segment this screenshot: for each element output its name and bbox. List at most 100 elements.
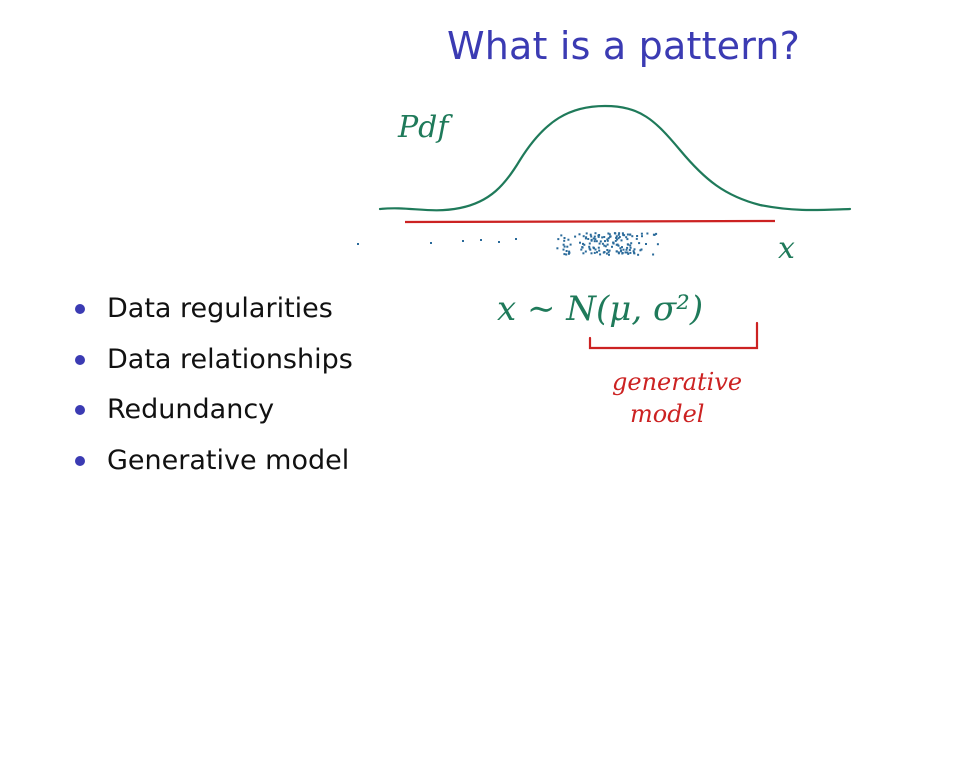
sample-point [603, 236, 606, 238]
sample-point [635, 237, 638, 240]
sample-point [646, 232, 649, 235]
sample-point [641, 235, 643, 238]
sample-point [498, 241, 500, 243]
sample-point [569, 243, 572, 246]
sample-point [597, 246, 600, 249]
sample-point [615, 250, 618, 253]
sample-point [655, 232, 658, 235]
sample-point [587, 238, 590, 240]
sample-point [608, 233, 611, 236]
sample-point [357, 243, 359, 245]
annotation-model: model [630, 400, 704, 428]
sample-point [607, 251, 610, 254]
bullet-item: Data relationships [75, 339, 353, 390]
sample-point [598, 242, 601, 245]
sample-point [604, 245, 607, 248]
sample-point [645, 243, 647, 245]
slide-title: What is a pattern? [446, 24, 801, 68]
sample-point [637, 253, 640, 256]
sample-point [462, 240, 464, 242]
sample-point [626, 246, 629, 249]
sample-point [622, 248, 625, 251]
sample-point [604, 240, 606, 243]
sample-point [615, 236, 618, 239]
sample-point [598, 249, 601, 252]
sample-point [596, 251, 598, 254]
sample-point [628, 249, 631, 251]
sample-point [656, 243, 659, 246]
sample-point [567, 238, 570, 241]
sample-point [578, 233, 581, 236]
axis-line [404, 219, 776, 224]
sample-point [619, 247, 622, 250]
sample-point [582, 252, 585, 255]
sample-point [603, 244, 606, 247]
sample-point [617, 244, 620, 247]
sample-point [480, 239, 482, 241]
sample-point [593, 240, 596, 243]
sample-point [590, 235, 593, 238]
sample-point [618, 232, 621, 235]
sample-point [625, 236, 628, 239]
sample-point [627, 252, 630, 255]
sample-point [605, 252, 608, 255]
annotation-generative: generative [612, 368, 742, 396]
sample-point [599, 240, 602, 243]
sample-point [593, 247, 595, 250]
sample-point [606, 243, 609, 246]
sample-point [606, 238, 609, 241]
sample-point [626, 243, 629, 246]
sample-point [633, 248, 636, 251]
sample-point [636, 235, 639, 237]
sample-point [563, 253, 566, 256]
sample-point [629, 233, 632, 236]
sample-point [629, 244, 632, 247]
sample-point [608, 253, 610, 256]
sample-point [631, 235, 634, 238]
sample-point [609, 235, 612, 238]
sample-point [597, 234, 600, 237]
sample-point [589, 248, 592, 251]
sample-point [626, 233, 629, 236]
sample-point [621, 252, 624, 254]
sample-point [588, 245, 591, 248]
sample-point [617, 252, 620, 255]
sample-point [618, 236, 621, 238]
sample-point [565, 250, 568, 252]
sample-point [595, 240, 598, 243]
sample-point [574, 235, 577, 238]
sample-point [653, 233, 656, 236]
sample-point [557, 238, 560, 241]
pdf-label: Pdf [397, 110, 453, 145]
sample-point [567, 252, 570, 255]
sample-point [430, 242, 432, 244]
sample-point [588, 247, 591, 250]
sample-point [560, 234, 563, 237]
sample-point [620, 239, 623, 242]
formula: x ∼ N(μ, σ²) [497, 289, 703, 329]
sample-point [588, 242, 591, 245]
sample-point [633, 251, 635, 254]
sample-point [566, 245, 569, 248]
sample-point [590, 252, 593, 255]
sample-point [584, 237, 587, 240]
bullet-item: Data regularities [75, 288, 353, 339]
sample-point [580, 248, 583, 251]
sample-points [357, 232, 659, 256]
sample-point [626, 251, 629, 254]
sample-point [638, 242, 641, 245]
sample-point [632, 250, 635, 253]
bullet-item: Generative model [75, 440, 353, 491]
pdf-curve [378, 104, 852, 212]
sample-point [607, 237, 610, 240]
sample-point [581, 246, 584, 249]
sample-point [630, 242, 633, 245]
sample-point [594, 248, 597, 251]
bullet-item: Redundancy [75, 389, 353, 440]
sample-point [629, 251, 632, 254]
sample-point [615, 235, 618, 238]
sample-point [606, 249, 609, 251]
sample-point [599, 253, 602, 256]
bracket [588, 321, 759, 350]
